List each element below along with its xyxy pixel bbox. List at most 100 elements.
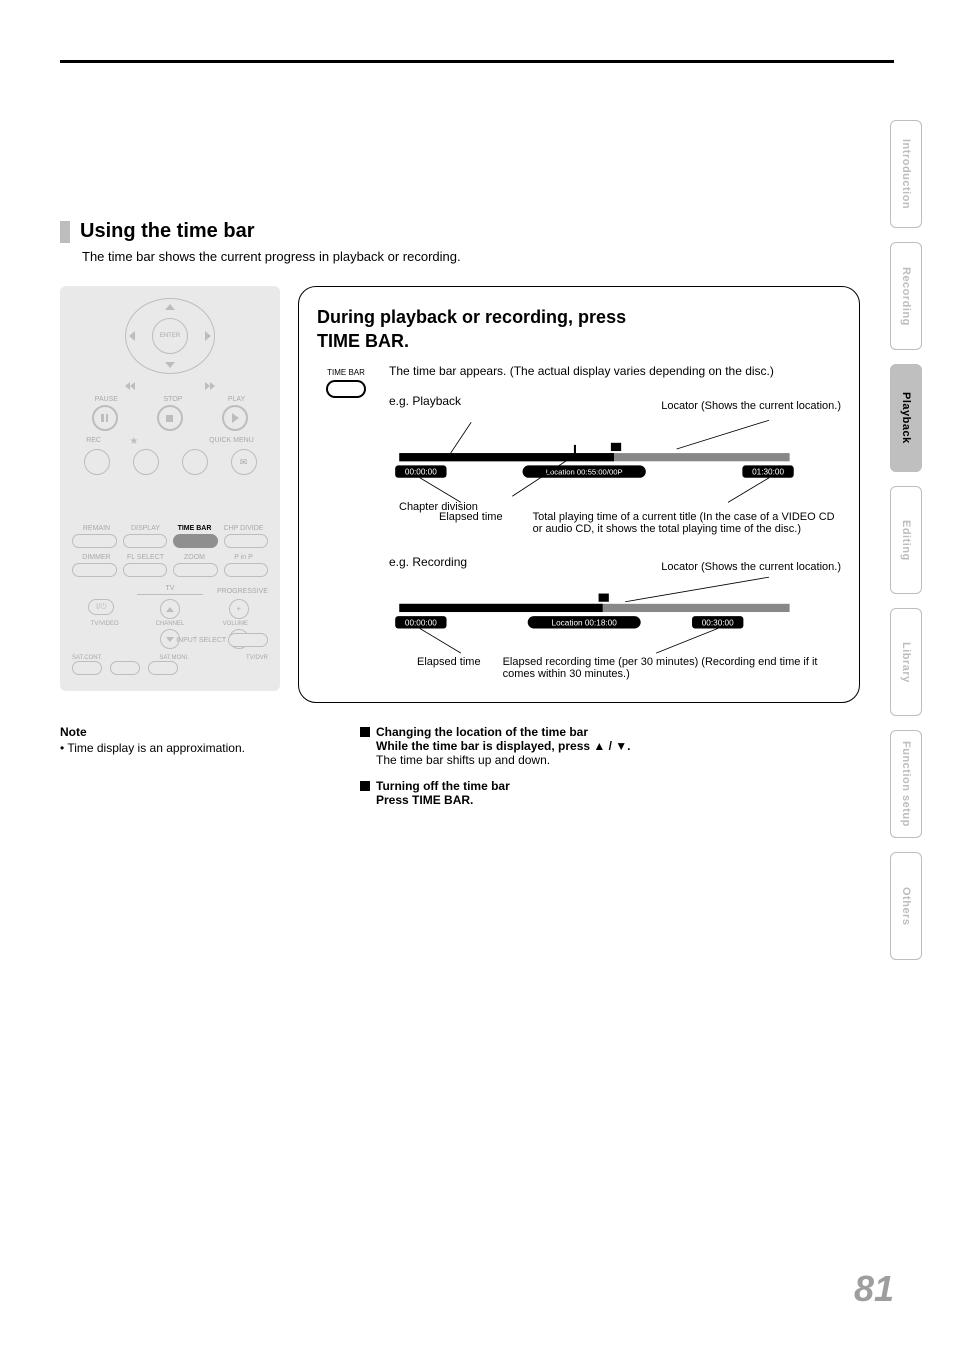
tab-library[interactable]: Library xyxy=(890,608,922,716)
quickmenu-label: QUICK MENU xyxy=(209,437,254,447)
remote-diagram: ENTER PAUSE STOP PLAY xyxy=(60,286,280,691)
eg-recording-label: e.g. Recording xyxy=(389,555,467,569)
bullet-icon xyxy=(360,781,370,791)
pb-start: 00:00:00 xyxy=(405,467,437,476)
open-button[interactable] xyxy=(182,449,208,475)
tvvideo-label: TV/VIDEO xyxy=(72,621,137,627)
rec-button[interactable] xyxy=(84,449,110,475)
remain-button[interactable] xyxy=(72,534,117,548)
rec-right-label: Elapsed recording time (per 30 minutes) … xyxy=(503,656,841,680)
remain-label: REMAIN xyxy=(72,525,121,532)
section-subtext: The time bar shows the current progress … xyxy=(82,249,860,264)
dpad-right-icon[interactable] xyxy=(205,331,211,341)
star-icon: ★ xyxy=(129,437,138,447)
change-body: The time bar shifts up and down. xyxy=(376,753,550,767)
tab-function-setup[interactable]: Function setup xyxy=(890,730,922,838)
tab-others[interactable]: Others xyxy=(890,852,922,960)
change-title: Changing the location of the time bar xyxy=(376,725,588,739)
channel-up-button[interactable] xyxy=(160,599,180,619)
note-heading: Note xyxy=(60,725,320,739)
star-button[interactable] xyxy=(133,449,159,475)
timebar-btn-icon xyxy=(326,380,366,398)
dpad: ENTER xyxy=(115,296,225,376)
tvdvr-label: TV/DVR xyxy=(246,655,268,661)
enter-button[interactable]: ENTER xyxy=(152,318,188,354)
bullet-icon xyxy=(360,727,370,737)
page-top-rule xyxy=(60,60,894,63)
chpdivide-button[interactable] xyxy=(224,534,269,548)
instruction-box: During playback or recording, press TIME… xyxy=(298,286,860,703)
pause-label: PAUSE xyxy=(95,396,118,403)
heading-text: Using the time bar xyxy=(80,220,254,243)
recording-timebar: 00:00:00 Location 00:18:00 00:30:00 xyxy=(389,573,841,655)
dimmer-label: DIMMER xyxy=(72,554,121,561)
pb-loc: Location 00:55:00/00P xyxy=(546,467,623,476)
skip-back-icon[interactable] xyxy=(125,382,135,390)
change-bold: While the time bar is displayed, press ▲… xyxy=(376,739,631,753)
heading-bar xyxy=(60,221,70,243)
stop-label: STOP xyxy=(163,396,182,403)
note-text: • Time display is an approximation. xyxy=(60,741,320,755)
tvdvr-button[interactable] xyxy=(148,661,178,675)
note-block: Note • Time display is an approximation. xyxy=(60,725,320,819)
instruction-intro: The time bar appears. (The actual displa… xyxy=(389,364,841,378)
tab-introduction[interactable]: Introduction xyxy=(890,120,922,228)
progressive-label: PROGRESSIVE xyxy=(203,588,268,595)
channel-label: CHANNEL xyxy=(137,621,202,627)
subsection-change: Changing the location of the time bar Wh… xyxy=(360,725,860,767)
rec-end: 00:30:00 xyxy=(702,618,734,627)
turnoff-title: Turning off the time bar xyxy=(376,779,510,793)
pinp-button[interactable] xyxy=(224,563,269,577)
timebar-button[interactable] xyxy=(173,534,218,548)
zoom-label: ZOOM xyxy=(170,554,219,561)
dpad-left-icon[interactable] xyxy=(129,331,135,341)
instruction-title: During playback or recording, press TIME… xyxy=(317,305,841,354)
volume-label: VOLUME xyxy=(203,621,268,627)
display-label: DISPLAY xyxy=(121,525,170,532)
eg-playback-label: e.g. Playback xyxy=(389,394,461,408)
dimmer-button[interactable] xyxy=(72,563,117,577)
timebar-label: TIME BAR xyxy=(170,525,219,532)
dpad-up-icon[interactable] xyxy=(165,304,175,310)
page-content: Using the time bar The time bar shows th… xyxy=(60,220,860,819)
satcont-button[interactable] xyxy=(72,661,102,675)
flselect-button[interactable] xyxy=(123,563,168,577)
rec-start: 00:00:00 xyxy=(405,618,437,627)
flselect-label: FL SELECT xyxy=(121,554,170,561)
playback-locator-label: Locator (Shows the current location.) xyxy=(661,400,841,412)
inputselect-button[interactable] xyxy=(228,633,268,647)
pause-button[interactable] xyxy=(92,405,118,431)
inputselect-label: INPUT SELECT xyxy=(176,637,226,644)
rec-elapsed-label: Elapsed time xyxy=(417,656,481,680)
skip-row xyxy=(72,382,268,390)
tab-editing[interactable]: Editing xyxy=(890,486,922,594)
chpdivide-label: CHP DIVIDE xyxy=(219,525,268,532)
tv-power-button[interactable]: I/⏻ xyxy=(88,599,114,615)
satmoni-button[interactable] xyxy=(110,661,140,675)
subsection-turnoff: Turning off the time bar Press TIME BAR. xyxy=(360,779,860,807)
turnoff-bold: Press TIME BAR. xyxy=(376,793,473,807)
tv-header: TV xyxy=(137,585,202,595)
zoom-button[interactable] xyxy=(173,563,218,577)
pb-total-label: Total playing time of a current title (I… xyxy=(533,511,841,535)
volume-up-button[interactable]: + xyxy=(229,599,249,619)
page-number: 81 xyxy=(854,1268,894,1310)
recording-locator-label: Locator (Shows the current location.) xyxy=(661,561,841,573)
play-button[interactable] xyxy=(222,405,248,431)
tab-recording[interactable]: Recording xyxy=(890,242,922,350)
rec-loc: Location 00:18:00 xyxy=(552,618,618,627)
quickmenu-button[interactable]: ✉ xyxy=(231,449,257,475)
pb-elapsed-label: Elapsed time xyxy=(439,511,503,535)
side-tabs: Introduction Recording Playback Editing … xyxy=(890,120,922,960)
dpad-down-icon[interactable] xyxy=(165,362,175,368)
timebar-btn-label: TIME BAR xyxy=(327,368,365,377)
play-label: PLAY xyxy=(228,396,245,403)
skip-fwd-icon[interactable] xyxy=(205,382,215,390)
tab-playback[interactable]: Playback xyxy=(890,364,922,472)
display-button[interactable] xyxy=(123,534,168,548)
rec-label: REC xyxy=(86,437,101,447)
playback-timebar: 00:00:00 Location 00:55:00/00P 01:30:00 xyxy=(389,412,841,504)
stop-button[interactable] xyxy=(157,405,183,431)
pinp-label: P in P xyxy=(219,554,268,561)
section-heading: Using the time bar xyxy=(60,220,860,243)
